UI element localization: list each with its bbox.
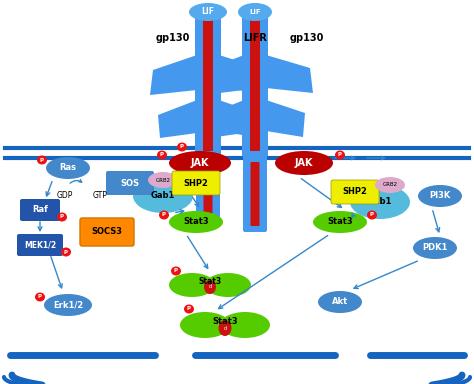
Ellipse shape <box>335 151 345 159</box>
Text: Stat3: Stat3 <box>183 217 209 227</box>
Text: P: P <box>160 152 164 157</box>
Text: SOCS3: SOCS3 <box>91 227 122 237</box>
Ellipse shape <box>180 312 230 338</box>
Text: P: P <box>40 157 44 162</box>
Text: Stat3: Stat3 <box>327 217 353 227</box>
Text: GTP: GTP <box>92 192 108 200</box>
Ellipse shape <box>35 293 45 301</box>
Ellipse shape <box>169 151 231 175</box>
Ellipse shape <box>313 211 367 233</box>
Text: SOS: SOS <box>120 179 139 187</box>
FancyBboxPatch shape <box>242 13 268 157</box>
Text: PI3K: PI3K <box>429 192 451 200</box>
FancyBboxPatch shape <box>172 171 220 195</box>
Text: gp130: gp130 <box>290 33 324 43</box>
Ellipse shape <box>46 157 90 179</box>
Ellipse shape <box>61 248 71 257</box>
Polygon shape <box>203 55 244 95</box>
Text: PDK1: PDK1 <box>422 243 447 253</box>
Text: Raf: Raf <box>32 205 48 215</box>
Ellipse shape <box>157 151 167 159</box>
Text: Ras: Ras <box>60 164 76 172</box>
FancyBboxPatch shape <box>80 218 134 246</box>
Ellipse shape <box>133 179 193 213</box>
Ellipse shape <box>159 210 169 220</box>
Ellipse shape <box>375 177 405 193</box>
Text: JAK: JAK <box>295 158 313 168</box>
FancyBboxPatch shape <box>20 199 60 221</box>
FancyBboxPatch shape <box>196 156 220 222</box>
Ellipse shape <box>318 291 362 313</box>
FancyBboxPatch shape <box>17 234 63 256</box>
Ellipse shape <box>189 3 227 21</box>
Ellipse shape <box>148 172 178 188</box>
Text: d: d <box>209 285 211 290</box>
Text: SHP2: SHP2 <box>183 179 209 187</box>
Text: P: P <box>38 295 42 300</box>
Text: Akt: Akt <box>332 298 348 306</box>
Text: P: P <box>338 152 342 157</box>
Text: P: P <box>174 268 178 273</box>
Ellipse shape <box>169 273 215 297</box>
Ellipse shape <box>171 266 181 275</box>
Ellipse shape <box>44 294 92 316</box>
Text: MEK1/2: MEK1/2 <box>24 240 56 250</box>
Text: P: P <box>180 144 184 149</box>
Text: P: P <box>162 212 166 217</box>
Polygon shape <box>266 100 305 137</box>
Polygon shape <box>266 55 313 93</box>
Text: JAK: JAK <box>191 158 209 168</box>
Ellipse shape <box>238 3 272 21</box>
Text: Gab1: Gab1 <box>151 192 175 200</box>
Ellipse shape <box>184 305 194 313</box>
Ellipse shape <box>367 210 377 220</box>
FancyBboxPatch shape <box>243 156 267 232</box>
FancyBboxPatch shape <box>250 19 260 151</box>
Text: gp130: gp130 <box>156 33 190 43</box>
Text: GDP: GDP <box>57 192 73 200</box>
Text: P: P <box>187 306 191 311</box>
Text: P: P <box>60 215 64 220</box>
Ellipse shape <box>169 211 223 233</box>
Text: Gab1: Gab1 <box>368 197 392 207</box>
Polygon shape <box>219 100 256 137</box>
Polygon shape <box>207 100 244 138</box>
Text: P: P <box>370 212 374 217</box>
Text: LIFR: LIFR <box>243 33 267 43</box>
FancyBboxPatch shape <box>203 19 213 151</box>
Text: GRB2: GRB2 <box>383 182 398 187</box>
Text: LIF: LIF <box>249 9 261 15</box>
Ellipse shape <box>413 237 457 259</box>
Polygon shape <box>150 55 197 95</box>
Text: LIF: LIF <box>201 8 215 17</box>
FancyBboxPatch shape <box>106 171 154 195</box>
Ellipse shape <box>418 185 462 207</box>
Text: SHP2: SHP2 <box>343 187 367 197</box>
Polygon shape <box>158 100 197 138</box>
Ellipse shape <box>57 212 67 222</box>
Text: GRB2: GRB2 <box>155 177 171 182</box>
Text: Stat3: Stat3 <box>199 278 221 286</box>
Ellipse shape <box>220 312 270 338</box>
Text: Erk1/2: Erk1/2 <box>53 301 83 310</box>
Ellipse shape <box>177 142 187 152</box>
Ellipse shape <box>275 151 333 175</box>
FancyBboxPatch shape <box>195 13 221 157</box>
Ellipse shape <box>205 273 251 297</box>
Ellipse shape <box>219 320 231 336</box>
Text: P: P <box>64 250 68 255</box>
FancyBboxPatch shape <box>203 162 212 216</box>
FancyBboxPatch shape <box>331 180 379 204</box>
Ellipse shape <box>204 280 216 294</box>
Text: Stat3: Stat3 <box>212 318 238 326</box>
FancyBboxPatch shape <box>250 162 259 226</box>
Polygon shape <box>219 55 263 93</box>
Text: d: d <box>223 326 227 331</box>
Ellipse shape <box>350 185 410 219</box>
Ellipse shape <box>37 156 47 164</box>
